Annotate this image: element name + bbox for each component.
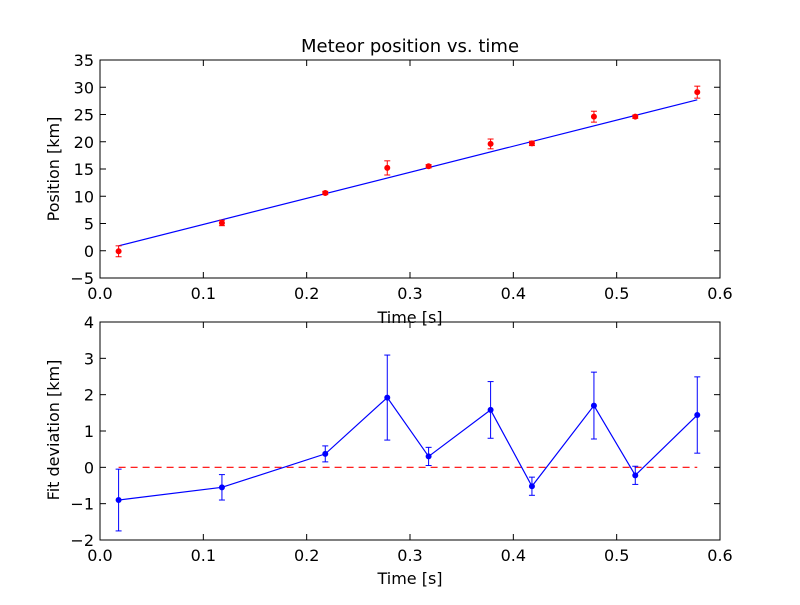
top-data-point: [384, 164, 391, 171]
bottom-data-point: [322, 450, 329, 457]
bottom-x-tick-label: 0.5: [604, 546, 629, 565]
bottom-data-point: [115, 497, 122, 504]
top-x-tick-label: 0.5: [604, 284, 629, 303]
top-data-point: [487, 140, 494, 147]
top-y-tick-label: 10: [74, 187, 94, 206]
top-y-tick-label: −5: [70, 269, 94, 288]
bottom-y-tick-label: 0: [84, 458, 94, 477]
bottom-data-point: [694, 412, 701, 419]
bottom-data-point: [384, 394, 391, 401]
bottom-x-tick-label: 0.3: [397, 546, 422, 565]
top-data-point: [115, 248, 122, 255]
top-plot-area: 0.0 0.1 0.2 0.3 0.4 0.5 0.6 −5 0 5 10 15 20 25 30 35: [70, 51, 732, 303]
bottom-y-tick-label: 1: [84, 422, 94, 441]
bottom-x-tick-label: 0.4: [501, 546, 526, 565]
bottom-y-tick-label: −2: [70, 531, 94, 550]
top-x-tick-label: 0.6: [707, 284, 732, 303]
bottom-data-point: [590, 402, 597, 409]
top-y-tick-label: 15: [74, 160, 94, 179]
bottom-data-point: [632, 472, 639, 479]
bottom-y-tick-label: 4: [84, 313, 94, 332]
top-data-point: [425, 163, 432, 170]
top-x-tick-label: 0.2: [294, 284, 319, 303]
top-y-tick-label: 30: [74, 78, 94, 97]
bottom-y-tick-label: 2: [84, 386, 94, 405]
bottom-data-point: [487, 406, 494, 413]
top-data-point: [590, 113, 597, 120]
bottom-deviation-line: [118, 396, 698, 501]
bottom-x-axis-label: Time [s]: [376, 569, 442, 588]
bottom-x-tick-label: 0.6: [707, 546, 732, 565]
top-x-tick-label: 0.1: [191, 284, 216, 303]
bottom-y-axis-label: Fit deviation [km]: [44, 360, 63, 501]
bottom-data-point: [218, 484, 225, 491]
bottom-data-point: [425, 453, 432, 460]
bottom-plot-area: 0.0 0.1 0.2 0.3 0.4 0.5 0.6 −2 −1 0 1 2 3 4: [70, 313, 732, 565]
top-y-tick-label: 0: [84, 242, 94, 261]
top-data-point: [218, 219, 225, 226]
bottom-x-tick-label: 0.1: [191, 546, 216, 565]
bottom-y-tick-label: −1: [70, 495, 94, 514]
top-chart-title: Meteor position vs. time: [301, 36, 519, 57]
top-y-tick-label: 35: [74, 51, 94, 70]
top-x-tick-label: 0.4: [501, 284, 526, 303]
top-x-tick-label: 0.3: [397, 284, 422, 303]
bottom-data-point: [528, 483, 535, 490]
top-y-axis-label: Position [km]: [44, 117, 63, 222]
top-x-tick-label: 0.0: [87, 284, 112, 303]
top-data-point: [632, 113, 639, 120]
bottom-x-tick-label: 0.0: [87, 546, 112, 565]
top-fit-line: [118, 99, 698, 247]
top-y-tick-label: 5: [84, 215, 94, 234]
top-data-point: [528, 140, 535, 147]
top-data-point: [694, 89, 701, 96]
bottom-y-tick-label: 3: [84, 349, 94, 368]
bottom-x-tick-label: 0.2: [294, 546, 319, 565]
top-y-tick-label: 25: [74, 106, 94, 125]
top-y-tick-label: 20: [74, 133, 94, 152]
top-data-point: [322, 189, 329, 196]
